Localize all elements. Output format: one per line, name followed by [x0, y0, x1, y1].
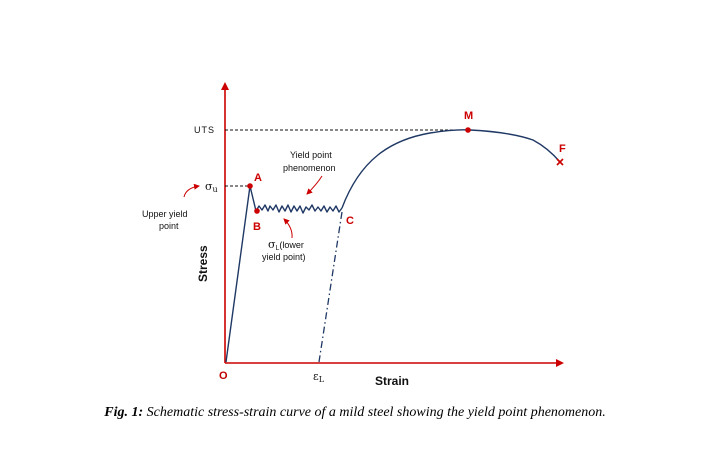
x-axis-label: Strain — [375, 374, 409, 388]
stress-strain-diagram: A B C M F O Strain Stress UTS σu Upper y… — [142, 82, 566, 388]
point-c-label: C — [346, 215, 354, 227]
point-f-label: F — [559, 143, 566, 155]
point-f-cross — [556, 158, 564, 166]
unloading-line — [318, 211, 343, 363]
epsilon-l-label: εL — [313, 370, 325, 384]
yield-phenomenon-line2: phenomenon — [283, 163, 336, 173]
point-b-label: B — [253, 221, 261, 233]
point-b-marker — [254, 208, 260, 214]
stress-strain-curve — [225, 185, 343, 363]
caption-prefix: Fig. 1: — [104, 405, 144, 420]
upper-yield-line2: point — [159, 221, 179, 231]
sigma-l-arrow — [283, 218, 293, 239]
yield-phenomenon-arrow — [306, 175, 323, 195]
y-axis-label: Stress — [196, 245, 210, 282]
point-m-label: M — [464, 110, 473, 122]
point-m-marker — [465, 127, 471, 133]
figure-caption: Fig. 1: Schematic stress-strain curve of… — [0, 405, 710, 421]
sigma-u-arrow — [183, 183, 200, 198]
hardening-and-necking-curve — [341, 129, 561, 209]
uts-label: UTS — [194, 125, 215, 135]
sigma-u-label: σu — [205, 180, 218, 194]
point-a-marker — [247, 183, 253, 189]
yield-phenomenon-line1: Yield point — [290, 150, 332, 160]
sigma-l-line1: σL(lower — [268, 238, 304, 252]
caption-text: Schematic stress-strain curve of a mild … — [143, 405, 606, 420]
upper-yield-line1: Upper yield — [142, 209, 188, 219]
point-a-label: A — [254, 172, 262, 184]
origin-label: O — [219, 370, 228, 382]
sigma-l-line2: yield point) — [262, 252, 306, 262]
